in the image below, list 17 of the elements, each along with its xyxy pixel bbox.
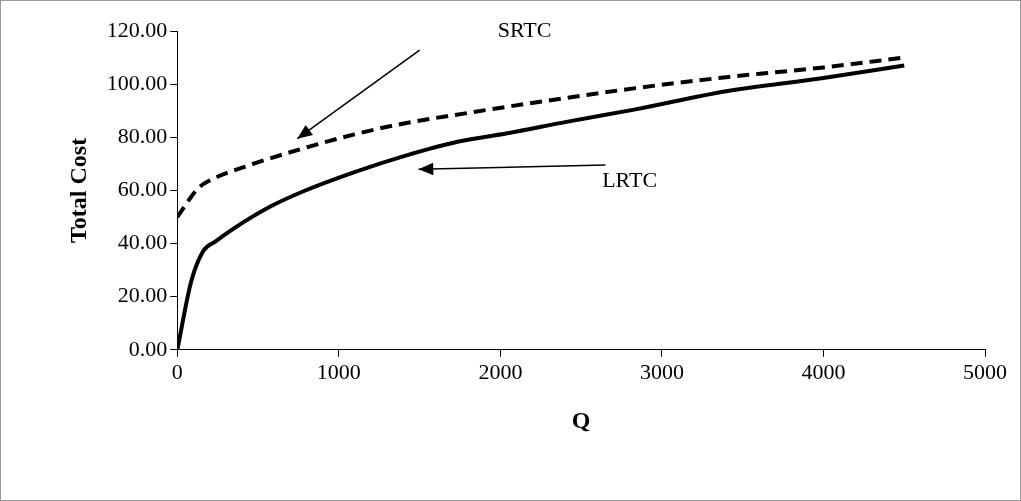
y-tick-label: 40.00	[117, 229, 168, 255]
y-tick-label: 60.00	[117, 176, 168, 202]
x-axis-title: Q	[571, 406, 591, 433]
x-tick-label: 1000	[316, 358, 361, 384]
x-tick-label: 5000	[963, 358, 1007, 384]
y-tick-label: 0.00	[128, 335, 168, 361]
y-tick-label: 100.00	[106, 69, 168, 95]
y-axis-title: Total Cost	[64, 137, 91, 243]
x-tick-label: 0	[171, 358, 183, 384]
y-tick-label: 20.00	[117, 282, 168, 308]
y-tick-label: 120.00	[106, 16, 168, 42]
text: LRTC	[602, 166, 658, 192]
text: SRTC	[497, 16, 552, 42]
x-tick-label: 4000	[801, 358, 846, 384]
y-tick-label: 80.00	[117, 123, 168, 149]
x-tick-label: 3000	[639, 358, 684, 384]
x-tick-label: 2000	[478, 358, 523, 384]
